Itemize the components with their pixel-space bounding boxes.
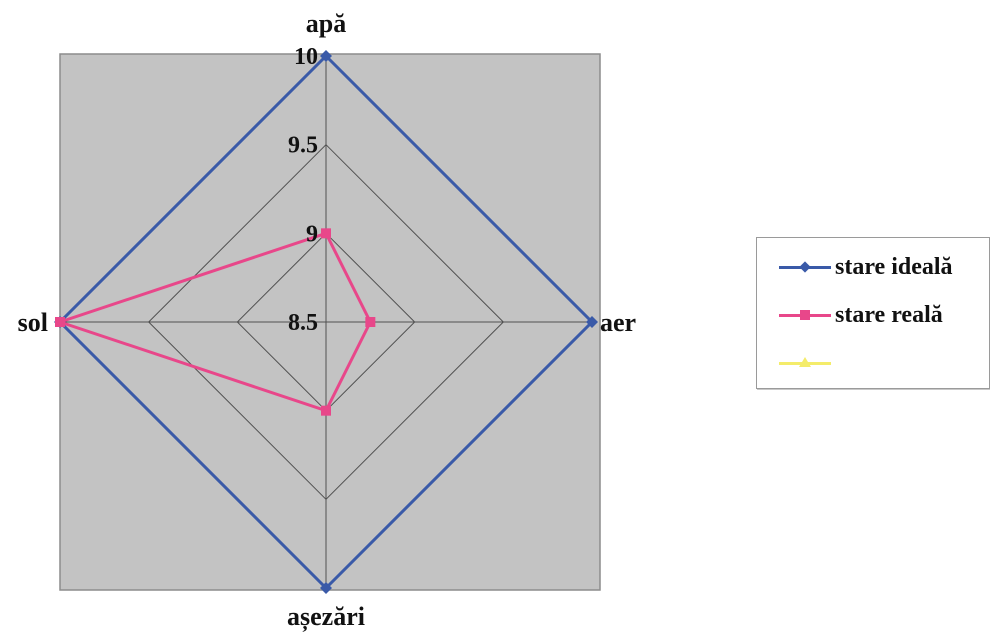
series-1-point bbox=[365, 317, 376, 327]
legend-swatch-stare-reala bbox=[779, 308, 831, 322]
spoke-layer bbox=[60, 56, 592, 588]
series-1-point bbox=[321, 405, 331, 416]
tick-labels: 8.5 9 9.5 10 bbox=[288, 44, 318, 336]
legend-swatch-series-3 bbox=[779, 356, 831, 370]
tick-label: 8.5 bbox=[288, 310, 318, 336]
legend-swatch-stare-ideala bbox=[779, 260, 831, 274]
triangle-marker-icon bbox=[799, 357, 811, 367]
legend-entry-series-3 bbox=[779, 348, 835, 378]
series-0-point bbox=[320, 582, 332, 594]
axis-label: apă bbox=[306, 9, 346, 38]
square-marker-icon bbox=[800, 310, 810, 320]
legend-entry-stare-reala: stare reală bbox=[779, 300, 943, 330]
series-0-point bbox=[586, 316, 598, 328]
series-1-point bbox=[321, 228, 331, 239]
legend: stare ideală stare reală bbox=[756, 237, 990, 389]
axis-label: aer bbox=[600, 308, 636, 337]
series-layer bbox=[54, 50, 598, 594]
axis-label: sol bbox=[18, 308, 48, 337]
tick-label: 9 bbox=[306, 221, 318, 247]
series-0-point bbox=[320, 50, 332, 62]
axis-label: așezări bbox=[287, 602, 365, 632]
legend-label: stare reală bbox=[835, 301, 943, 328]
diamond-marker-icon bbox=[799, 261, 811, 273]
legend-label: stare ideală bbox=[835, 253, 953, 280]
tick-label: 9.5 bbox=[288, 133, 318, 159]
tick-label: 10 bbox=[294, 44, 318, 70]
axis-labels: apă aer așezări sol bbox=[18, 9, 636, 632]
series-1-point bbox=[55, 317, 65, 327]
legend-entry-stare-ideala: stare ideală bbox=[779, 252, 953, 282]
